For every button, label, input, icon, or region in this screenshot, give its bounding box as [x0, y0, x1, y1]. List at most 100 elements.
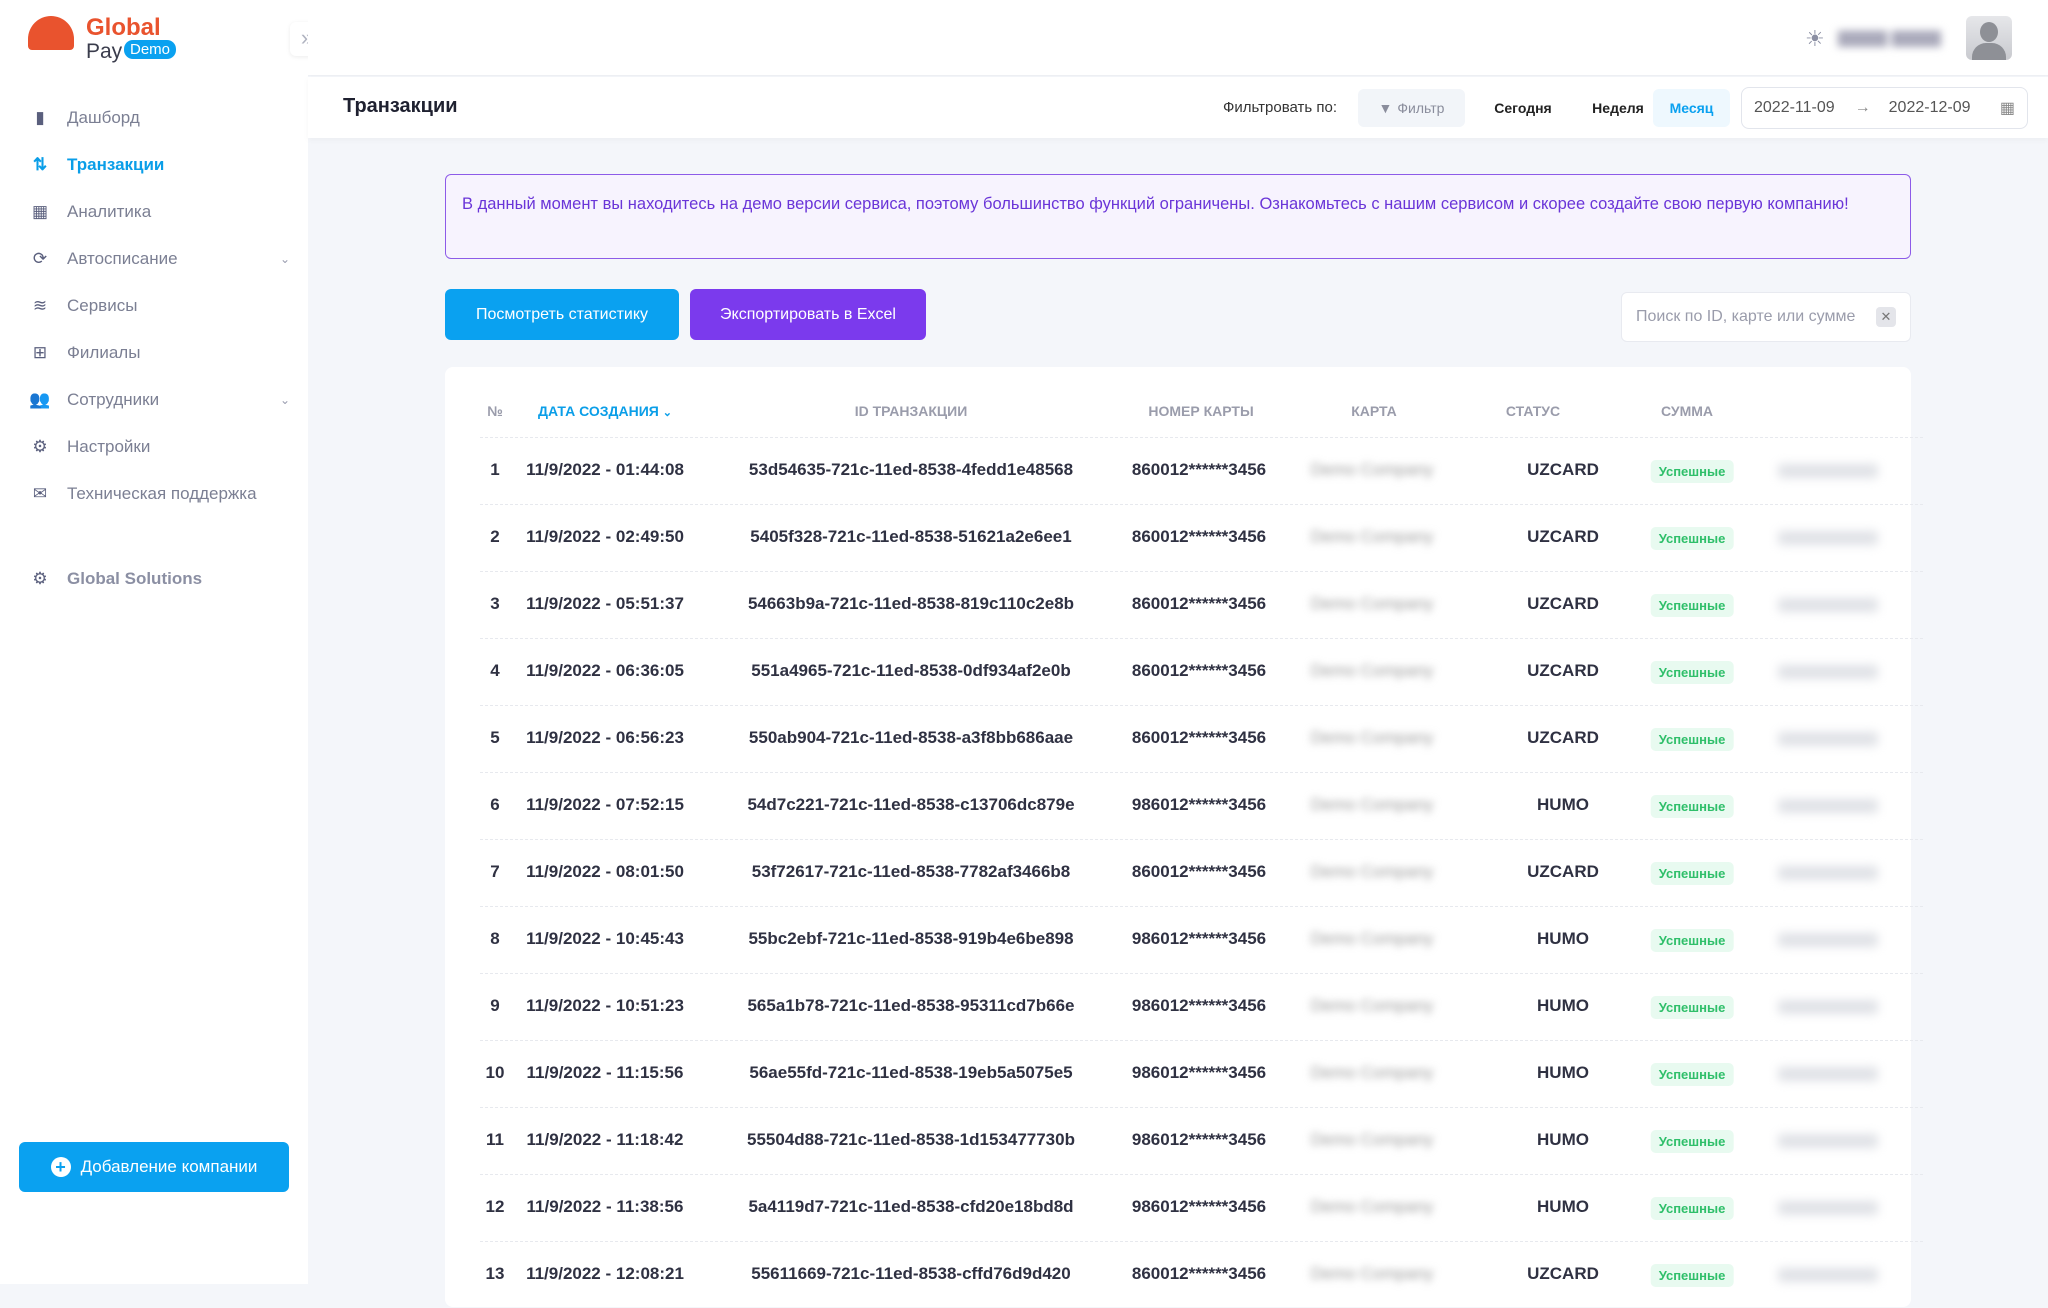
table-row[interactable]: 13 11/9/2022 - 12:08:21 55611669-721c-11… — [480, 1241, 1923, 1308]
row-card-number: 860012******3456 — [1131, 1264, 1267, 1283]
row-card-number: 860012******3456 — [1131, 862, 1267, 881]
col-date-sort[interactable]: ДАТА СОЗДАНИЯ ⌄ — [538, 403, 672, 419]
row-transaction-id[interactable]: 56ae55fd-721c-11ed-8538-19eb5a5075e5 — [749, 1063, 1073, 1082]
row-transaction-id[interactable]: 55bc2ebf-721c-11ed-8538-919b4e6be898 — [748, 929, 1074, 948]
date-from[interactable]: 2022-11-09 — [1754, 99, 1835, 116]
row-company: Demo Company — [1310, 728, 1434, 747]
row-number: 8 — [490, 929, 500, 948]
row-company: Demo Company — [1310, 661, 1434, 680]
row-date: 11/9/2022 - 11:15:56 — [526, 1063, 684, 1082]
date-to[interactable]: 2022-12-09 — [1888, 99, 1971, 116]
table-row[interactable]: 10 11/9/2022 - 11:15:56 56ae55fd-721c-11… — [480, 1040, 1923, 1107]
sidebar-item-6[interactable]: 👥 Сотрудники ⌄ — [29, 383, 290, 417]
sidebar-company[interactable]: ⚙ Global Solutions — [30, 562, 290, 596]
sidebar-item-4[interactable]: ≋ Сервисы — [30, 289, 290, 323]
top-bar — [308, 0, 2048, 76]
today-button[interactable]: Сегодня — [1494, 100, 1552, 116]
filter-by-label: Фильтровать по: — [1223, 99, 1338, 116]
row-sum-blurred — [1778, 732, 1878, 746]
table-row[interactable]: 8 11/9/2022 - 10:45:43 55bc2ebf-721c-11e… — [480, 906, 1923, 973]
row-sum-blurred — [1778, 1134, 1878, 1148]
sidebar-item-5[interactable]: ⊞ Филиалы — [30, 336, 290, 370]
add-company-button[interactable]: + Добавление компании — [19, 1142, 289, 1192]
chevron-down-icon[interactable]: ⌄ — [279, 252, 290, 266]
status-badge: Успешные — [1650, 996, 1734, 1019]
row-card-type: UZCARD — [1527, 460, 1599, 479]
row-transaction-id[interactable]: 54663b9a-721c-11ed-8538-819c110c2e8b — [747, 594, 1075, 613]
calendar-icon: ▦ — [1999, 100, 2015, 117]
table-row[interactable]: 6 11/9/2022 - 07:52:15 54d7c221-721c-11e… — [480, 772, 1923, 839]
month-button[interactable]: Месяц — [1653, 89, 1730, 127]
row-date: 11/9/2022 - 11:18:42 — [526, 1130, 684, 1149]
demo-notice-banner: В данный момент вы находитесь на демо ве… — [445, 174, 1911, 259]
bar-chart-icon: ▮ — [35, 108, 45, 127]
sidebar-item-3[interactable]: ⟳ Автосписание ⌄ — [30, 242, 290, 276]
chevron-down-icon[interactable]: ⌄ — [279, 393, 290, 407]
row-company: Demo Company — [1310, 996, 1434, 1015]
week-button[interactable]: Неделя — [1592, 100, 1644, 116]
row-transaction-id[interactable]: 5405f328-721c-11ed-8538-51621a2e6ee1 — [750, 527, 1072, 546]
search-input[interactable] — [1636, 308, 1876, 326]
table-row[interactable]: 9 11/9/2022 - 10:51:23 565a1b78-721c-11e… — [480, 973, 1923, 1040]
sidebar-item-2[interactable]: ▦ Аналитика — [30, 195, 290, 229]
status-badge: Успешные — [1650, 1197, 1734, 1220]
status-badge: Успешные — [1650, 862, 1734, 885]
row-card-type: HUMO — [1537, 1063, 1589, 1082]
plus-icon: + — [50, 1157, 71, 1177]
logo[interactable]: Global Pay Demo — [28, 14, 188, 64]
row-sum-blurred — [1778, 598, 1878, 612]
table-row[interactable]: 1 11/9/2022 - 01:44:08 53d54635-721c-11e… — [480, 437, 1923, 504]
refresh-folder-icon: ⟳ — [32, 249, 48, 268]
sidebar-item-0[interactable]: ▮ Дашборд — [30, 101, 290, 135]
row-company: Demo Company — [1310, 527, 1434, 546]
row-transaction-id[interactable]: 53f72617-721c-11ed-8538-7782af3466b8 — [751, 862, 1071, 881]
clear-search-icon[interactable]: ✕ — [1876, 307, 1896, 327]
row-number: 10 — [485, 1063, 505, 1082]
sidebar-item-label: Филиалы — [67, 343, 141, 362]
col-card: КАРТА — [1351, 403, 1397, 419]
table-row[interactable]: 3 11/9/2022 - 05:51:37 54663b9a-721c-11e… — [480, 571, 1923, 638]
status-badge: Успешные — [1650, 1130, 1734, 1153]
table-row[interactable]: 2 11/9/2022 - 02:49:50 5405f328-721c-11e… — [480, 504, 1923, 571]
table-row[interactable]: 4 11/9/2022 - 06:36:05 551a4965-721c-11e… — [480, 638, 1923, 705]
row-card-type: UZCARD — [1527, 527, 1599, 546]
row-transaction-id[interactable]: 550ab904-721c-11ed-8538-a3f8bb686aae — [748, 728, 1074, 747]
status-badge: Успешные — [1650, 728, 1734, 751]
row-transaction-id[interactable]: 55611669-721c-11ed-8538-cffd76d9d420 — [751, 1264, 1071, 1283]
table-row[interactable]: 5 11/9/2022 - 06:56:23 550ab904-721c-11e… — [480, 705, 1923, 772]
view-statistics-button[interactable]: Посмотреть статистику — [445, 289, 679, 340]
export-excel-button[interactable]: Экспортировать в Excel — [690, 289, 926, 340]
row-date: 11/9/2022 - 02:49:50 — [526, 527, 684, 546]
table-row[interactable]: 12 11/9/2022 - 11:38:56 5a4119d7-721c-11… — [480, 1174, 1923, 1241]
status-badge: Успешные — [1650, 460, 1734, 483]
row-company: Demo Company — [1310, 460, 1434, 479]
sidebar-item-1[interactable]: ⇅ Транзакции — [30, 148, 290, 182]
avatar[interactable] — [1966, 16, 2012, 60]
sidebar-item-8[interactable]: ✉ Техническая поддержка — [30, 477, 290, 511]
row-number: 4 — [490, 661, 500, 680]
theme-toggle-icon[interactable]: ☀ — [1805, 26, 1825, 51]
row-card-type: UZCARD — [1527, 594, 1599, 613]
table-row[interactable]: 7 11/9/2022 - 08:01:50 53f72617-721c-11e… — [480, 839, 1923, 906]
page-header: Транзакции Фильтровать по: ▼ Фильтр Сегод… — [308, 77, 2048, 138]
row-card-number: 860012******3456 — [1131, 594, 1267, 613]
row-transaction-id[interactable]: 565a1b78-721c-11ed-8538-95311cd7b66e — [747, 996, 1075, 1015]
sidebar-item-label: Техническая поддержка — [67, 484, 257, 503]
sidebar-item-7[interactable]: ⚙ Настройки — [30, 430, 290, 464]
row-date: 11/9/2022 - 10:45:43 — [526, 929, 684, 948]
row-card-type: UZCARD — [1527, 661, 1599, 680]
filter-icon: ▼ — [1378, 100, 1393, 116]
row-transaction-id[interactable]: 53d54635-721c-11ed-8538-4fedd1e48568 — [748, 460, 1074, 479]
sidebar-item-label: Автосписание — [67, 249, 178, 268]
row-transaction-id[interactable]: 55504d88-721c-11ed-8538-1d153477730b — [747, 1130, 1075, 1149]
row-card-type: HUMO — [1537, 1130, 1589, 1149]
date-range-picker[interactable]: 2022-11-09 → 2022-12-09 ▦ — [1741, 87, 2028, 129]
row-card-type: UZCARD — [1527, 1264, 1599, 1283]
table-row[interactable]: 11 11/9/2022 - 11:18:42 55504d88-721c-11… — [480, 1107, 1923, 1174]
row-card-number: 860012******3456 — [1131, 661, 1267, 680]
row-transaction-id[interactable]: 5a4119d7-721c-11ed-8538-cfd20e18bd8d — [748, 1197, 1074, 1216]
status-badge: Успешные — [1650, 795, 1734, 818]
row-transaction-id[interactable]: 54d7c221-721c-11ed-8538-c13706dc879e — [747, 795, 1075, 814]
row-transaction-id[interactable]: 551a4965-721c-11ed-8538-0df934af2e0b — [751, 661, 1071, 680]
filter-button[interactable]: ▼ Фильтр — [1358, 89, 1465, 127]
